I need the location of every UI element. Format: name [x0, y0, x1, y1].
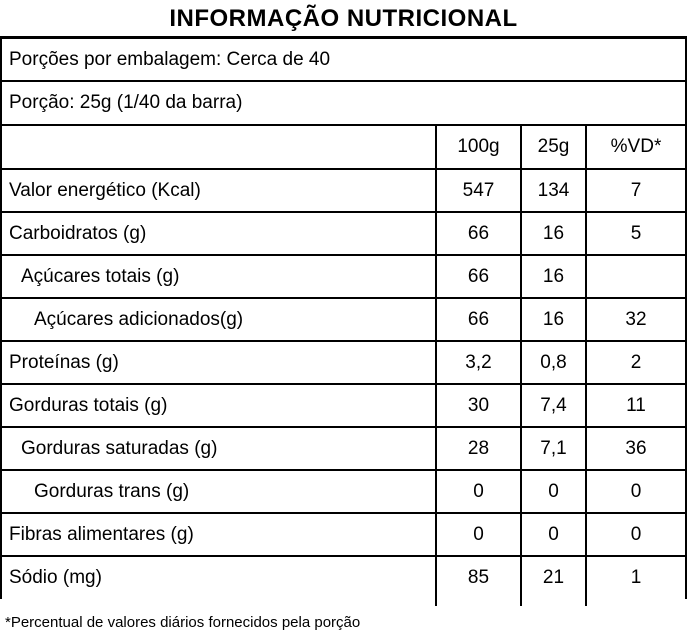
value-25g: 134 — [520, 168, 586, 212]
daily-value-footnote: *Percentual de valores diários fornecido… — [5, 614, 361, 631]
header-100g: 100g — [435, 126, 521, 169]
header-25g: 25g — [520, 126, 586, 169]
table-row: Proteínas (g) 3,2 0,8 2 — [2, 340, 685, 384]
portion-size-line: Porção: 25g (1/40 da barra) — [2, 82, 685, 126]
value-100g: 66 — [435, 211, 521, 255]
table-row: Carboidratos (g) 66 16 5 — [2, 211, 685, 255]
column-stub-3 — [585, 599, 587, 606]
servings-per-package-line: Porções por embalagem: Cerca de 40 — [2, 39, 685, 82]
table-row: Gorduras totais (g) 30 7,4 11 — [2, 383, 685, 427]
label-body-box: Porções por embalagem: Cerca de 40 Porçã… — [0, 36, 687, 599]
value-vd: 1 — [585, 555, 685, 599]
header-row: 100g 25g %VD* — [2, 126, 685, 169]
nutrient-label: Gorduras saturadas (g) — [2, 426, 436, 470]
value-vd: 0 — [585, 512, 685, 556]
value-25g: 0 — [520, 512, 586, 556]
table-row: Valor energético (Kcal) 547 134 7 — [2, 168, 685, 212]
header-blank-cell — [2, 126, 436, 169]
value-vd: 11 — [585, 383, 685, 427]
nutrition-table-body: Valor energético (Kcal) 547 134 7 Carboi… — [2, 168, 685, 599]
value-vd: 36 — [585, 426, 685, 470]
table-row: Gorduras saturadas (g) 28 7,1 36 — [2, 426, 685, 470]
value-100g: 66 — [435, 297, 521, 341]
nutrient-label: Valor energético (Kcal) — [2, 168, 436, 212]
nutrient-label: Açúcares adicionados(g) — [2, 297, 436, 341]
header-vd: %VD* — [585, 126, 685, 169]
nutrient-label: Proteínas (g) — [2, 340, 436, 384]
value-vd — [585, 254, 685, 298]
value-vd: 7 — [585, 168, 685, 212]
value-100g: 547 — [435, 168, 521, 212]
value-100g: 85 — [435, 555, 521, 599]
page-title: INFORMAÇÃO NUTRICIONAL — [169, 5, 518, 32]
table-row: Sódio (mg) 85 21 1 — [2, 555, 685, 599]
value-100g: 3,2 — [435, 340, 521, 384]
table-row: Fibras alimentares (g) 0 0 0 — [2, 512, 685, 556]
value-25g: 16 — [520, 297, 586, 341]
column-stub-2 — [520, 599, 522, 606]
value-25g: 0 — [520, 469, 586, 513]
nutrition-table: 100g 25g %VD* Valor energético (Kcal) 54… — [2, 126, 685, 599]
value-vd: 32 — [585, 297, 685, 341]
value-vd: 5 — [585, 211, 685, 255]
nutrient-label: Açúcares totais (g) — [2, 254, 436, 298]
value-vd: 2 — [585, 340, 685, 384]
value-100g: 30 — [435, 383, 521, 427]
value-25g: 7,4 — [520, 383, 586, 427]
column-line-stubs — [0, 599, 687, 606]
value-100g: 28 — [435, 426, 521, 470]
value-100g: 66 — [435, 254, 521, 298]
nutrient-label: Gorduras trans (g) — [2, 469, 436, 513]
nutrient-label: Fibras alimentares (g) — [2, 512, 436, 556]
value-25g: 7,1 — [520, 426, 586, 470]
table-row: Gorduras trans (g) 0 0 0 — [2, 469, 685, 513]
value-25g: 0,8 — [520, 340, 586, 384]
value-vd: 0 — [585, 469, 685, 513]
table-row: Açúcares totais (g) 66 16 — [2, 254, 685, 298]
nutrient-label: Carboidratos (g) — [2, 211, 436, 255]
value-100g: 0 — [435, 512, 521, 556]
value-100g: 0 — [435, 469, 521, 513]
value-25g: 21 — [520, 555, 586, 599]
table-row: Açúcares adicionados(g) 66 16 32 — [2, 297, 685, 341]
column-stub-1 — [435, 599, 437, 606]
nutrition-table-header: 100g 25g %VD* — [2, 126, 685, 169]
nutrient-label: Gorduras totais (g) — [2, 383, 436, 427]
nutrient-label: Sódio (mg) — [2, 555, 436, 599]
value-25g: 16 — [520, 211, 586, 255]
value-25g: 16 — [520, 254, 586, 298]
